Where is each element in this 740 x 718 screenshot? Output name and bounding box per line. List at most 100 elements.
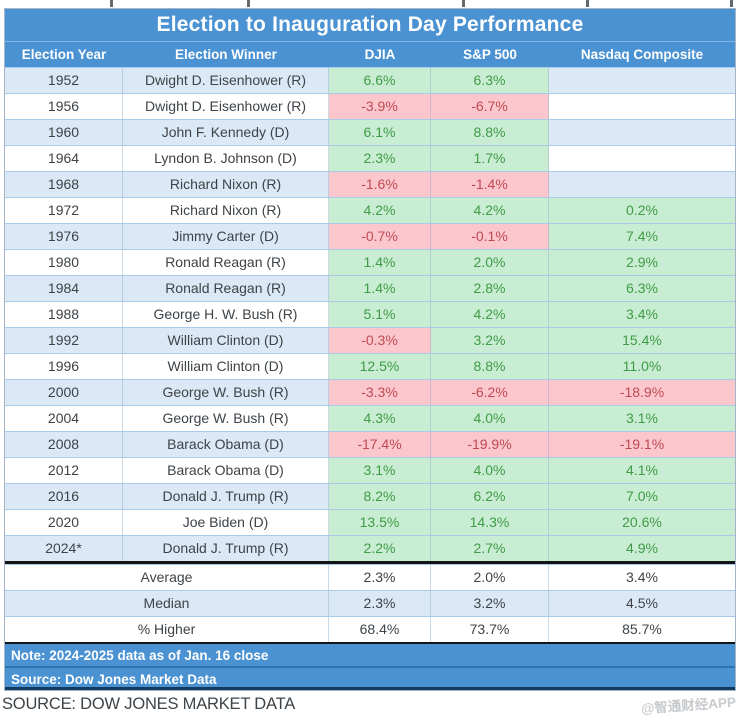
footer: SOURCE: DOW JONES MARKET DATA @智通财经APP bbox=[0, 691, 740, 717]
winner-cell: Lyndon B. Johnson (D) bbox=[123, 146, 329, 171]
year-cell: 1956 bbox=[5, 94, 123, 119]
table-row: 1984 Ronald Reagan (R) 1.4% 2.8% 6.3% bbox=[5, 275, 735, 301]
winner-cell: William Clinton (D) bbox=[123, 354, 329, 379]
table-header-cell-election-winner: Election Winner bbox=[175, 47, 277, 62]
table-row: 2020 Joe Biden (D) 13.5% 14.3% 20.6% bbox=[5, 509, 735, 535]
table-row: 1952 Dwight D. Eisenhower (R) 6.6% 6.3% bbox=[5, 67, 735, 93]
summary-row: Median 2.3% 3.2% 4.5% bbox=[5, 590, 735, 616]
year-cell: 2016 bbox=[5, 484, 123, 509]
year-cell: 1980 bbox=[5, 250, 123, 275]
nasdaq-cell: 3.4% bbox=[549, 302, 735, 327]
year-cell: 1972 bbox=[5, 198, 123, 223]
crop-artifact-tick bbox=[586, 0, 589, 7]
winner-cell: Jimmy Carter (D) bbox=[123, 224, 329, 249]
table-row: 1964 Lyndon B. Johnson (D) 2.3% 1.7% bbox=[5, 145, 735, 171]
table-header-row: Election Year Election Winner DJIA S&P 5… bbox=[5, 41, 735, 67]
year-cell: 1996 bbox=[5, 354, 123, 379]
djia-cell: -17.4% bbox=[329, 432, 431, 457]
djia-cell: 2.2% bbox=[329, 536, 431, 561]
table-row: 2004 George W. Bush (R) 4.3% 4.0% 3.1% bbox=[5, 405, 735, 431]
djia-cell: -0.7% bbox=[329, 224, 431, 249]
nasdaq-cell: 3.1% bbox=[549, 406, 735, 431]
year-cell: 1960 bbox=[5, 120, 123, 145]
year-cell: 1952 bbox=[5, 68, 123, 93]
nasdaq-cell bbox=[549, 94, 735, 119]
table-row: 1988 George H. W. Bush (R) 5.1% 4.2% 3.4% bbox=[5, 301, 735, 327]
summary-nasdaq-cell: 4.5% bbox=[549, 591, 735, 616]
table-row: 2008 Barack Obama (D) -17.4% -19.9% -19.1% bbox=[5, 431, 735, 457]
table-header-cell-nasdaq: Nasdaq Composite bbox=[580, 47, 704, 62]
summary-djia-cell: 68.4% bbox=[329, 617, 431, 642]
summary-djia-cell: 2.3% bbox=[329, 591, 431, 616]
table-title: Election to Inauguration Day Performance bbox=[5, 9, 735, 41]
table-row: 1996 William Clinton (D) 12.5% 8.8% 11.0% bbox=[5, 353, 735, 379]
table-row: 1960 John F. Kennedy (D) 6.1% 8.8% bbox=[5, 119, 735, 145]
year-cell: 1992 bbox=[5, 328, 123, 353]
winner-cell: Dwight D. Eisenhower (R) bbox=[123, 68, 329, 93]
summary-row: % Higher 68.4% 73.7% 85.7% bbox=[5, 616, 735, 642]
nasdaq-cell: 7.4% bbox=[549, 224, 735, 249]
sp500-cell: 14.3% bbox=[431, 510, 549, 535]
nasdaq-cell: 2.9% bbox=[549, 250, 735, 275]
djia-cell: 8.2% bbox=[329, 484, 431, 509]
summary-sp500-cell: 3.2% bbox=[431, 591, 549, 616]
djia-cell: 6.1% bbox=[329, 120, 431, 145]
year-cell: 1964 bbox=[5, 146, 123, 171]
source-caption: SOURCE: DOW JONES MARKET DATA bbox=[2, 694, 296, 713]
nasdaq-cell: 15.4% bbox=[549, 328, 735, 353]
djia-cell: 3.1% bbox=[329, 458, 431, 483]
winner-cell: Joe Biden (D) bbox=[123, 510, 329, 535]
sp500-cell: -0.1% bbox=[431, 224, 549, 249]
winner-cell: Richard Nixon (R) bbox=[123, 198, 329, 223]
djia-cell: 5.1% bbox=[329, 302, 431, 327]
year-cell: 2020 bbox=[5, 510, 123, 535]
sp500-cell: 3.2% bbox=[431, 328, 549, 353]
sp500-cell: 4.0% bbox=[431, 406, 549, 431]
sp500-cell: 6.3% bbox=[431, 68, 549, 93]
nasdaq-cell: -19.1% bbox=[549, 432, 735, 457]
djia-cell: -1.6% bbox=[329, 172, 431, 197]
nasdaq-cell: 4.1% bbox=[549, 458, 735, 483]
sp500-cell: 1.7% bbox=[431, 146, 549, 171]
sp500-cell: -6.2% bbox=[431, 380, 549, 405]
table-body: 1952 Dwight D. Eisenhower (R) 6.6% 6.3% 1956… bbox=[5, 67, 735, 561]
nasdaq-cell: 6.3% bbox=[549, 276, 735, 301]
summary-nasdaq-cell: 3.4% bbox=[626, 569, 658, 585]
sp500-cell: -6.7% bbox=[431, 94, 549, 119]
djia-cell: 6.6% bbox=[329, 68, 431, 93]
summary-row: Average 2.3% 2.0% 3.4% bbox=[5, 564, 735, 590]
djia-cell: 4.2% bbox=[329, 198, 431, 223]
note-row: Note: 2024-2025 data as of Jan. 16 close bbox=[5, 642, 735, 666]
summary-sp500-cell: 73.7% bbox=[431, 617, 549, 642]
performance-table: Election to Inauguration Day Performance… bbox=[4, 8, 736, 691]
winner-cell: Barack Obama (D) bbox=[123, 432, 329, 457]
table-row: 2012 Barack Obama (D) 3.1% 4.0% 4.1% bbox=[5, 457, 735, 483]
djia-cell: 1.4% bbox=[329, 250, 431, 275]
djia-cell: 12.5% bbox=[329, 354, 431, 379]
year-cell: 1984 bbox=[5, 276, 123, 301]
winner-cell: William Clinton (D) bbox=[123, 328, 329, 353]
djia-cell: 4.3% bbox=[329, 406, 431, 431]
table-row: 2000 George W. Bush (R) -3.3% -6.2% -18.9% bbox=[5, 379, 735, 405]
year-cell: 1968 bbox=[5, 172, 123, 197]
winner-cell: George W. Bush (R) bbox=[123, 406, 329, 431]
nasdaq-cell: 0.2% bbox=[549, 198, 735, 223]
source-row: Source: Dow Jones Market Data bbox=[5, 666, 735, 690]
year-cell: 2008 bbox=[5, 432, 123, 457]
summary-sp500-cell: 2.0% bbox=[431, 565, 549, 590]
nasdaq-cell: 4.9% bbox=[549, 536, 735, 561]
year-cell: 1976 bbox=[5, 224, 123, 249]
winner-cell: Ronald Reagan (R) bbox=[123, 250, 329, 275]
year-cell: 2012 bbox=[5, 458, 123, 483]
nasdaq-cell bbox=[549, 146, 735, 171]
winner-cell: John F. Kennedy (D) bbox=[123, 120, 329, 145]
watermark: @智通财经APP bbox=[640, 694, 737, 717]
table-row: 1956 Dwight D. Eisenhower (R) -3.9% -6.7% bbox=[5, 93, 735, 119]
nasdaq-cell bbox=[549, 120, 735, 145]
winner-cell: Donald J. Trump (R) bbox=[123, 536, 329, 561]
summary-divider bbox=[5, 561, 735, 564]
djia-cell: 13.5% bbox=[329, 510, 431, 535]
winner-cell: Dwight D. Eisenhower (R) bbox=[123, 94, 329, 119]
sp500-cell: 6.2% bbox=[431, 484, 549, 509]
